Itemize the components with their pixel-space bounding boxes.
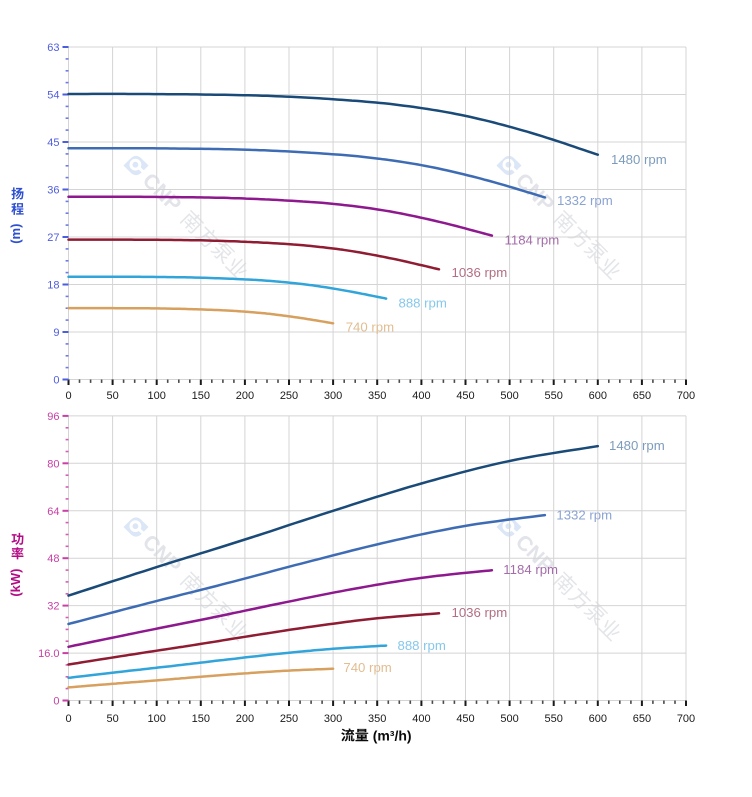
- svg-text:740 rpm: 740 rpm: [343, 660, 391, 675]
- svg-text:500: 500: [500, 713, 518, 725]
- svg-text:(m³/h): (m³/h): [373, 727, 412, 743]
- svg-text:50: 50: [106, 713, 118, 725]
- svg-text:45: 45: [47, 137, 59, 149]
- svg-text:1480 rpm: 1480 rpm: [609, 438, 665, 453]
- svg-text:1480 rpm: 1480 rpm: [611, 152, 667, 167]
- svg-text:350: 350: [368, 390, 386, 402]
- svg-text:550: 550: [545, 713, 563, 725]
- svg-text:200: 200: [236, 390, 254, 402]
- svg-text:150: 150: [192, 713, 210, 725]
- svg-text:27: 27: [47, 232, 59, 244]
- svg-text:16.0: 16.0: [38, 648, 59, 660]
- svg-text:1184 rpm: 1184 rpm: [505, 232, 560, 247]
- svg-text:888 rpm: 888 rpm: [398, 638, 446, 653]
- svg-text:600: 600: [589, 713, 607, 725]
- svg-text:150: 150: [192, 390, 210, 402]
- svg-text:100: 100: [148, 390, 166, 402]
- svg-text:650: 650: [633, 713, 651, 725]
- svg-text:36: 36: [47, 185, 59, 197]
- svg-text:63: 63: [47, 42, 59, 54]
- svg-text:0: 0: [53, 375, 59, 387]
- svg-text:1036 rpm: 1036 rpm: [452, 605, 508, 620]
- svg-text:740 rpm: 740 rpm: [346, 320, 394, 335]
- svg-text:250: 250: [280, 713, 298, 725]
- svg-text:9: 9: [53, 327, 59, 339]
- svg-text:64: 64: [47, 506, 59, 518]
- svg-text:350: 350: [368, 713, 386, 725]
- svg-text:700: 700: [677, 390, 695, 402]
- svg-text:100: 100: [148, 713, 166, 725]
- svg-text:450: 450: [456, 390, 474, 402]
- svg-text:400: 400: [412, 713, 430, 725]
- svg-text:250: 250: [280, 390, 298, 402]
- svg-text:54: 54: [47, 90, 59, 102]
- svg-text:1332 rpm: 1332 rpm: [557, 193, 613, 208]
- svg-text:600: 600: [589, 390, 607, 402]
- svg-text:18: 18: [47, 280, 59, 292]
- svg-text:550: 550: [545, 390, 563, 402]
- svg-text:650: 650: [633, 390, 651, 402]
- svg-text:200: 200: [236, 713, 254, 725]
- svg-text:500: 500: [500, 390, 518, 402]
- svg-text:300: 300: [324, 390, 342, 402]
- svg-text:50: 50: [106, 390, 118, 402]
- svg-text:0: 0: [65, 713, 71, 725]
- svg-text:32: 32: [47, 601, 59, 613]
- svg-text:1332 rpm: 1332 rpm: [556, 507, 612, 522]
- svg-text:80: 80: [47, 458, 59, 470]
- svg-text:96: 96: [47, 411, 59, 423]
- svg-text:0: 0: [53, 696, 59, 708]
- svg-text:450: 450: [456, 713, 474, 725]
- svg-text:300: 300: [324, 713, 342, 725]
- svg-text:(m): (m): [8, 224, 23, 244]
- svg-text:48: 48: [47, 553, 59, 565]
- svg-text:400: 400: [412, 390, 430, 402]
- svg-text:1036 rpm: 1036 rpm: [452, 265, 508, 280]
- svg-text:(kW): (kW): [8, 569, 23, 597]
- svg-text:1184 rpm: 1184 rpm: [503, 562, 558, 577]
- svg-text:0: 0: [65, 390, 71, 402]
- svg-text:888 rpm: 888 rpm: [399, 295, 447, 310]
- svg-text:700: 700: [677, 713, 695, 725]
